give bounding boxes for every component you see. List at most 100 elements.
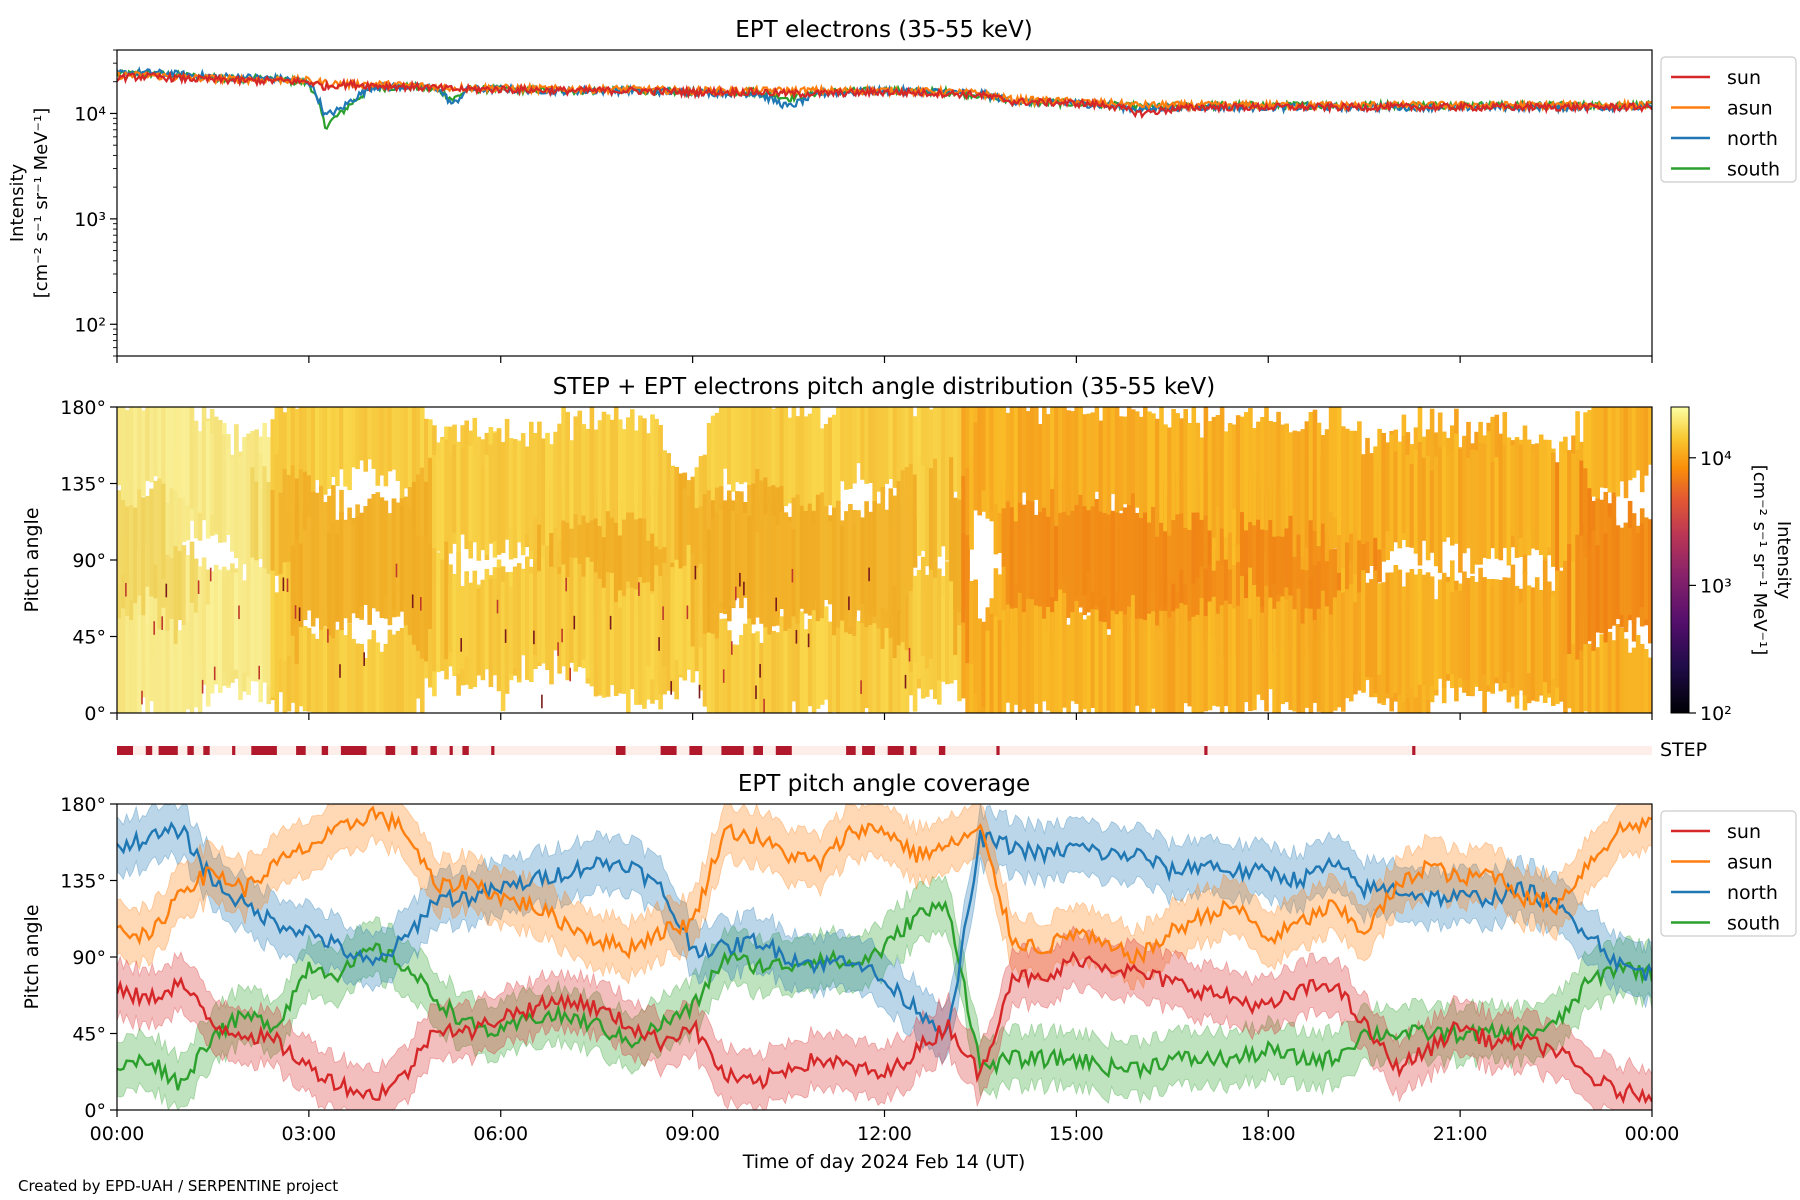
heatmap-cell — [714, 601, 720, 713]
heatmap-cell — [1324, 536, 1330, 633]
heatmap-step-streak — [161, 616, 163, 630]
series-line-asun — [117, 805, 1652, 965]
heatmap-cell — [1530, 587, 1536, 701]
heatmap-cell — [621, 498, 627, 602]
heatmap-cell — [601, 509, 607, 598]
heatmap-cell — [1227, 423, 1233, 533]
heatmap-cell — [254, 429, 259, 522]
heatmap-cell — [896, 604, 902, 713]
heatmap-cell — [775, 407, 780, 500]
heatmap-cell — [1284, 599, 1289, 703]
heatmap-cell — [274, 454, 280, 576]
heatmap-cell — [941, 407, 946, 512]
heatmap-cell — [1446, 582, 1451, 675]
heatmap-cell — [1619, 628, 1625, 713]
heatmap-cell — [407, 627, 413, 713]
heatmap-cell — [626, 497, 631, 582]
heatmap-cell — [985, 407, 991, 500]
band-south — [117, 874, 1652, 1110]
heatmap-cell — [1207, 601, 1213, 711]
heatmap-cell — [335, 629, 340, 713]
heatmap-cell — [945, 574, 950, 685]
heatmap-cell — [1631, 647, 1637, 713]
step-interval — [753, 746, 763, 755]
heatmap-cell — [117, 407, 122, 486]
heatmap-cell — [1397, 441, 1403, 542]
heatmap-cell — [379, 407, 385, 476]
heatmap-cell — [306, 517, 312, 611]
heatmap-cell — [1526, 585, 1532, 674]
heatmap-cell — [1409, 464, 1415, 548]
heatmap-cell — [1235, 605, 1241, 713]
heatmap-cell — [819, 615, 825, 705]
heatmap-cell — [1446, 453, 1451, 536]
heatmap-cell — [415, 407, 421, 510]
heatmap-cell — [1244, 535, 1249, 657]
heatmap-cell — [1494, 457, 1500, 559]
heatmap-cell — [1353, 602, 1358, 695]
heatmap-cell — [1643, 407, 1649, 476]
heatmap-cell — [1139, 618, 1144, 713]
heatmap-cell — [1066, 410, 1071, 516]
legend-label-north: north — [1727, 882, 1778, 904]
heatmap-cell — [977, 620, 982, 704]
heatmap-cell — [319, 629, 324, 713]
heatmap-cell — [331, 522, 336, 639]
heatmap-cell — [1276, 411, 1281, 537]
heatmap-cell — [714, 412, 720, 510]
heatmap-cell — [290, 465, 296, 585]
heatmap-cell — [363, 518, 368, 605]
heatmap-cell — [121, 551, 126, 651]
heatmap-cell — [811, 407, 817, 514]
heatmap-cell — [242, 580, 247, 673]
heatmap-cell — [407, 407, 413, 503]
heatmap-cell — [1223, 431, 1229, 537]
heatmap-cell — [250, 467, 255, 582]
heatmap-cell — [1575, 616, 1580, 713]
heatmap-cell — [916, 569, 922, 679]
heatmap-cell — [1025, 499, 1031, 605]
heatmap-cell — [238, 560, 243, 688]
heatmap-cell — [1454, 590, 1459, 702]
heatmap-cell — [965, 467, 970, 558]
heatmap-step-streak — [504, 629, 507, 643]
heatmap-cell — [1437, 447, 1443, 573]
heatmap-cell — [924, 407, 930, 506]
heatmap-cell — [415, 535, 421, 651]
heatmap-cell — [1417, 442, 1423, 566]
heatmap-cell — [1102, 485, 1108, 597]
heatmap-cell — [1555, 570, 1560, 688]
heatmap-cell — [1126, 496, 1132, 613]
heatmap-cell — [743, 623, 748, 713]
heatmap-cell — [678, 473, 684, 569]
heatmap-cell — [1199, 437, 1205, 520]
heatmap-cell — [872, 607, 877, 713]
step-bar-background — [117, 746, 1652, 755]
xtick-label: 21:00 — [1433, 1123, 1488, 1145]
heatmap-cell — [185, 555, 191, 653]
heatmap-cell — [565, 577, 570, 681]
heatmap-cell — [771, 408, 776, 505]
heatmap-cell — [500, 442, 506, 540]
heatmap-cell — [1009, 608, 1015, 713]
step-interval — [910, 746, 917, 755]
heatmap-cell — [1102, 407, 1108, 513]
heatmap-cell — [1102, 622, 1108, 713]
heatmap-cell — [1534, 577, 1540, 702]
heatmap-step-streak — [722, 669, 725, 683]
heatmap-cell — [1042, 481, 1047, 603]
step-interval — [996, 746, 1000, 755]
heatmap-cell — [153, 598, 158, 713]
heatmap-cell — [759, 407, 764, 502]
heatmap-cell — [965, 407, 970, 479]
panel4-title: EPT pitch angle coverage — [738, 771, 1030, 797]
heatmap-cell — [314, 522, 320, 619]
heatmap-cell — [650, 414, 655, 534]
heatmap-step-streak — [735, 586, 737, 601]
heatmap-cell — [1583, 556, 1588, 645]
heatmap-cell — [403, 407, 409, 489]
heatmap-step-streak — [755, 685, 757, 700]
heatmap-cell — [686, 544, 692, 668]
heatmap-cell — [1195, 422, 1201, 513]
heatmap-cell — [504, 418, 510, 540]
